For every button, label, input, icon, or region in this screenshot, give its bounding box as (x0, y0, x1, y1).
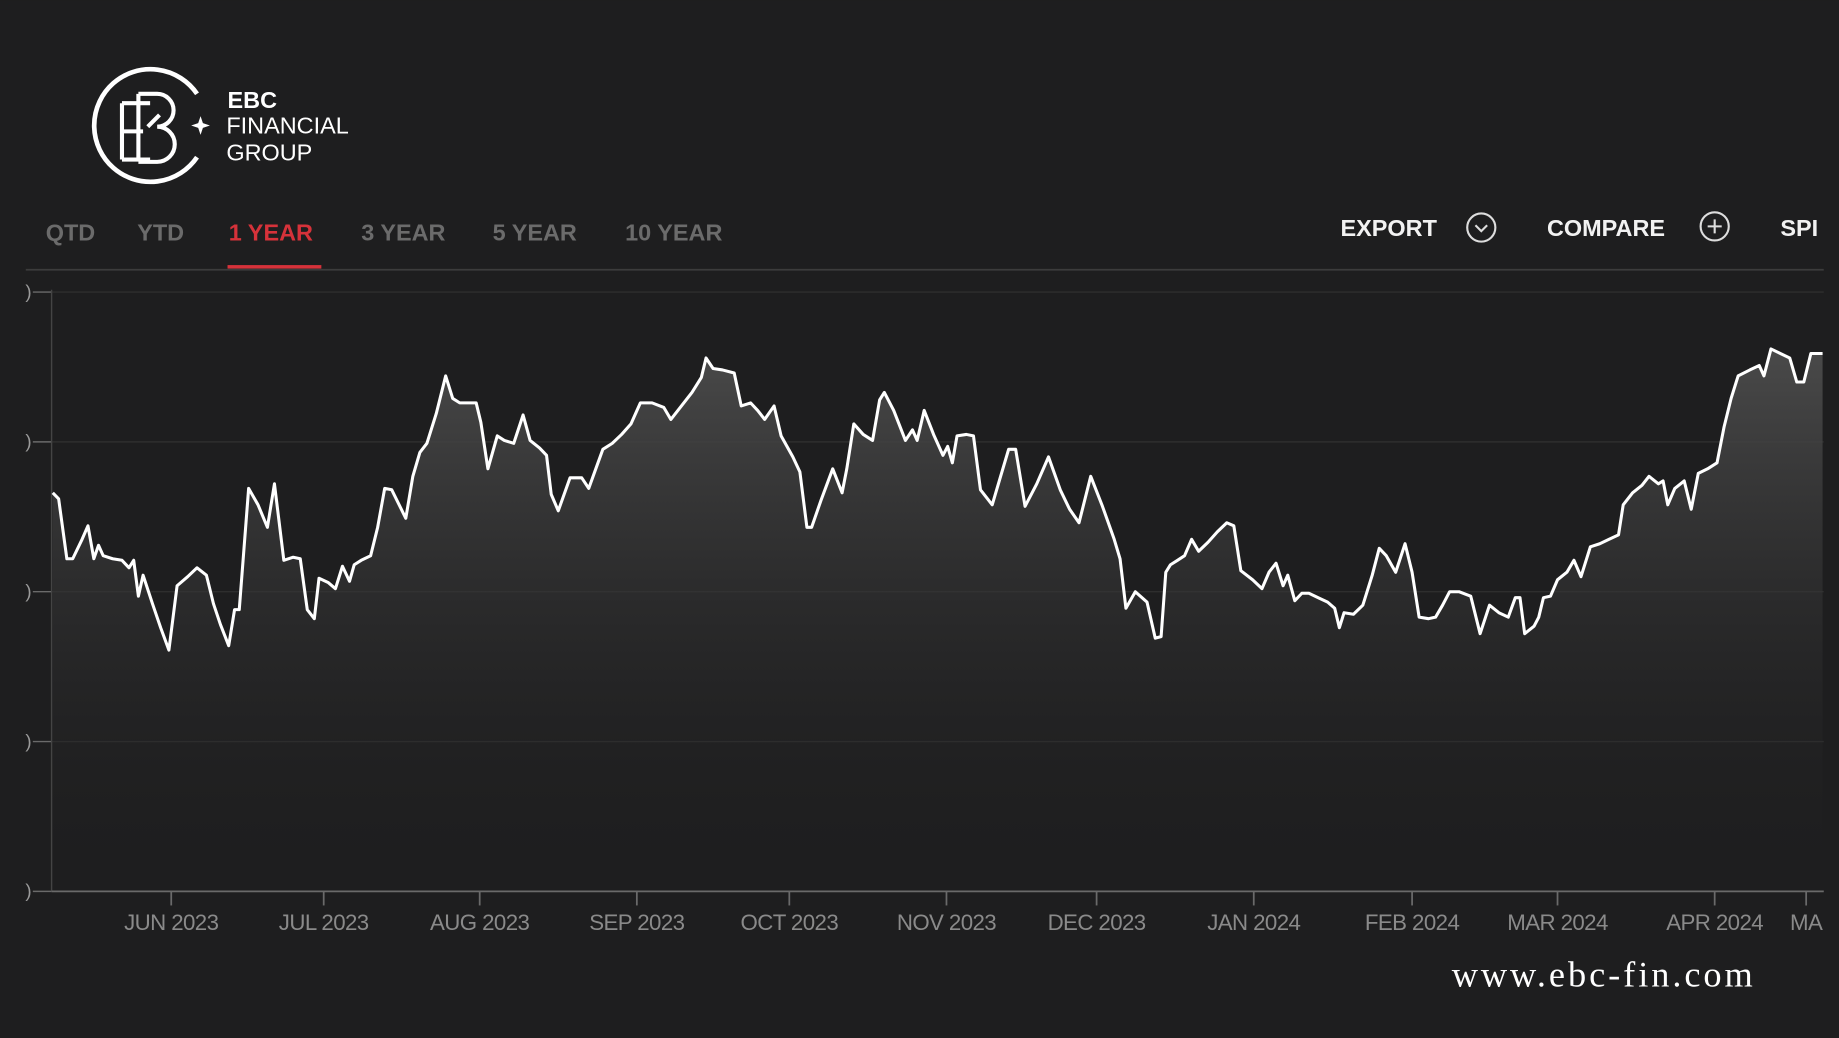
toolbar: EXPORT COMPARE SPI (1341, 211, 1818, 243)
brand-line: GROUP (226, 140, 312, 166)
brand: EBC (228, 87, 278, 113)
x-tick-label: APR 2024 (1666, 910, 1763, 935)
compare-plus (1707, 219, 1722, 234)
tab[interactable]: 10 YEAR (625, 219, 722, 245)
x-tick-label: DEC 2023 (1048, 910, 1146, 935)
logo-ring (91, 66, 199, 185)
tab[interactable]: QTD (46, 219, 95, 245)
compare-button[interactable]: COMPARE (1547, 215, 1665, 241)
x-tick-label: NOV 2023 (897, 910, 996, 935)
x-tick-label: OCT 2023 (741, 910, 839, 935)
x-tick-label: MA (1790, 910, 1823, 935)
tab-active[interactable]: 1 YEAR (229, 219, 313, 245)
y-tick-label: ) (25, 581, 31, 602)
x-tick-label: JAN 2024 (1207, 910, 1300, 935)
tab-underline (227, 265, 322, 269)
brand-line: FINANCIAL (226, 113, 348, 139)
chart: ))))) JUN 2023 JUL 2023 AUG 2023 SEP 2023 OCT… (25, 281, 1824, 935)
compare-icon[interactable] (1699, 211, 1730, 242)
tab[interactable]: 3 YEAR (361, 219, 445, 245)
website: www.ebc-fin.com (1452, 954, 1756, 994)
toolbar-button[interactable]: SPI (1780, 215, 1818, 241)
tab[interactable]: 5 YEAR (493, 219, 577, 245)
logo-mark (119, 91, 177, 164)
tab[interactable]: YTD (137, 219, 184, 245)
price-line (51, 347, 1823, 652)
range-tabs: QTD YTD 1 YEAR 3 YEAR 5 YEAR 10 YEAR (46, 219, 722, 269)
y-tick-label: ) (25, 431, 31, 452)
logo: EBC FINANCIAL GROUP (91, 66, 349, 185)
area (52, 348, 1823, 892)
export-button[interactable]: EXPORT (1341, 215, 1438, 241)
x-tick-label: AUG 2023 (430, 910, 529, 935)
x-tick-label: FEB 2024 (1365, 910, 1460, 935)
x-labels: JUN 2023 JUL 2023 AUG 2023 SEP 2023 OCT 2023… (124, 891, 1824, 935)
x-tick-label: SEP 2023 (589, 910, 684, 935)
export-icon[interactable] (1466, 212, 1497, 243)
logo-star (191, 116, 210, 135)
x-tick-label: MAR 2024 (1507, 910, 1608, 935)
y-tick-label: ) (25, 880, 31, 901)
x-tick-label: JUN 2023 (124, 910, 219, 935)
y-tick-label: ) (25, 281, 31, 302)
x-tick-label: JUL 2023 (279, 910, 369, 935)
export-chevron (1474, 224, 1488, 233)
y-tick-label: ) (25, 730, 31, 751)
